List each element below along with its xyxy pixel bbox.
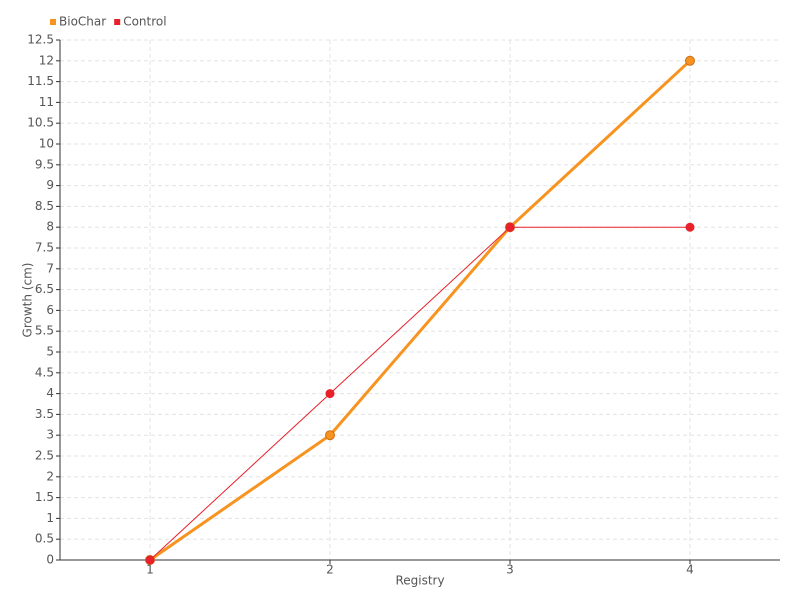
y-tick-label: 9.5	[35, 157, 54, 171]
y-tick-label: 10	[39, 137, 54, 151]
y-tick-label: 7.5	[35, 241, 54, 255]
data-point	[325, 430, 335, 441]
y-tick-label: 6.5	[35, 282, 54, 296]
y-axis-label: Growth (cm)	[21, 263, 35, 338]
y-tick-label: 3.5	[35, 407, 54, 421]
y-tick-label: 1.5	[35, 490, 54, 504]
legend-label: BioChar	[59, 15, 106, 29]
y-tick-label: 7	[46, 261, 54, 275]
y-tick-label: 8	[46, 220, 54, 234]
y-tick-label: 10.5	[27, 116, 54, 130]
y-tick-label: 9	[46, 178, 54, 192]
x-tick-label: 3	[506, 563, 514, 577]
y-tick-label: 3	[46, 428, 54, 442]
data-point	[685, 222, 695, 232]
x-tick-label: 1	[146, 563, 154, 577]
x-axis-label: Registry	[395, 574, 444, 588]
series-line	[149, 226, 690, 561]
y-tick-label: 4	[46, 386, 54, 400]
y-tick-label: 12.5	[27, 33, 54, 47]
data-point	[145, 555, 155, 565]
data-point	[685, 55, 695, 66]
y-tick-label: 0.5	[35, 532, 54, 546]
y-tick-label: 4.5	[35, 365, 54, 379]
x-tick-label: 4	[686, 563, 694, 577]
data-point	[325, 389, 335, 399]
y-tick-label: 2	[46, 469, 54, 483]
y-tick-label: 0	[46, 553, 54, 567]
y-tick-label: 2.5	[35, 449, 54, 463]
y-tick-label: 5	[46, 345, 54, 359]
legend-label: Control	[123, 15, 166, 29]
y-tick-label: 8.5	[35, 199, 54, 213]
series-line	[149, 59, 692, 562]
y-tick-label: 11.5	[27, 74, 54, 88]
legend-swatch	[114, 19, 121, 25]
legend-swatch	[50, 19, 56, 25]
y-tick-label: 5.5	[35, 324, 54, 338]
x-tick-label: 2	[326, 563, 334, 577]
y-tick-label: 1	[46, 511, 54, 525]
y-tick-label: 6	[46, 303, 54, 317]
data-point	[505, 222, 515, 232]
y-tick-label: 11	[39, 95, 54, 109]
y-tick-label: 12	[39, 53, 54, 67]
